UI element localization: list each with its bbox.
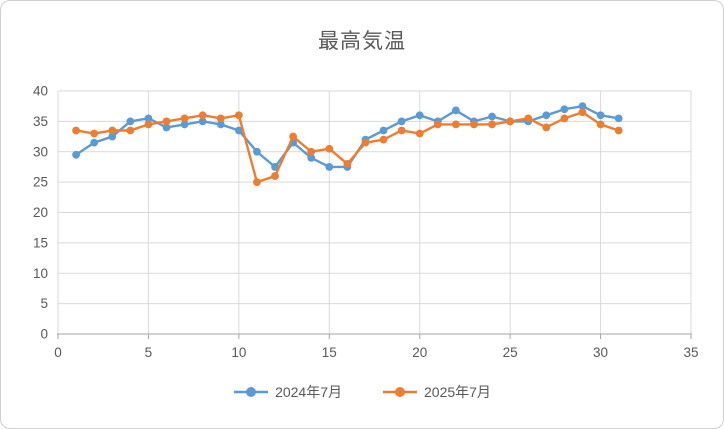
data-point-marker [271, 172, 279, 180]
data-point-marker [325, 144, 334, 153]
x-tick-label: 10 [231, 345, 246, 360]
data-point-marker [614, 126, 623, 135]
data-point-marker [596, 111, 605, 120]
y-tick-label: 35 [33, 114, 48, 129]
y-tick-label: 25 [33, 175, 48, 190]
data-point-marker [397, 126, 406, 135]
data-point-marker [162, 123, 171, 132]
data-point-marker [108, 132, 117, 141]
chart-title: 最高気温 [318, 30, 406, 53]
data-point-marker [379, 126, 388, 135]
legend-item-2024: 2024年7月 [233, 382, 342, 402]
data-point-marker [578, 102, 587, 111]
x-tick-label: 20 [412, 345, 427, 360]
data-point-marker [343, 160, 352, 168]
data-point-marker [90, 129, 99, 138]
x-tick-label: 30 [593, 345, 608, 360]
axis-tick-labels: 0 5 10 15 20 25 30 35 40 0 5 10 15 20 25 30 35 [33, 84, 699, 361]
legend: 2024年7月 2025年7月 [1, 382, 723, 402]
data-point-marker [90, 138, 99, 147]
data-point-marker [126, 126, 135, 135]
y-tick-label: 40 [33, 84, 48, 99]
data-point-marker [433, 120, 442, 129]
data-point-marker [253, 147, 261, 156]
series-2025年7月 [72, 108, 623, 187]
legend-marker-2025-icon [383, 387, 417, 397]
data-point-marker [524, 114, 533, 123]
data-point-marker [289, 132, 298, 141]
legend-marker-2024-icon [234, 387, 269, 397]
x-tick-label: 0 [54, 345, 62, 360]
data-point-marker [307, 153, 316, 162]
legend-item-2025: 2025年7月 [382, 382, 491, 402]
y-tick-label: 15 [33, 235, 48, 250]
data-point-marker [180, 114, 189, 123]
series-line [74, 111, 620, 184]
data-point-marker [271, 163, 279, 171]
y-tick-label: 20 [33, 205, 48, 220]
data-point-marker [126, 117, 135, 126]
data-point-marker [596, 120, 605, 129]
data-point-marker [253, 178, 261, 187]
data-point-marker [216, 120, 225, 129]
data-point-marker [234, 126, 243, 135]
data-point-marker [162, 117, 171, 126]
y-tick-label: 0 [40, 327, 48, 342]
legend-label-2025: 2025年7月 [424, 384, 491, 400]
data-point-marker [72, 126, 80, 135]
data-point-marker [451, 106, 460, 115]
data-point-marker [216, 114, 225, 123]
x-tick-label: 35 [683, 345, 698, 360]
data-point-marker [506, 117, 515, 126]
data-point-marker [542, 111, 551, 120]
series-line [74, 104, 620, 169]
data-point-marker [614, 114, 623, 123]
data-point-marker [72, 150, 80, 159]
data-point-marker [325, 163, 334, 171]
data-point-marker [180, 120, 189, 129]
x-tick-label: 15 [322, 345, 337, 360]
data-point-marker [144, 114, 153, 123]
data-point-marker [108, 126, 117, 135]
data-point-marker [578, 108, 587, 117]
data-point-marker [198, 111, 207, 120]
data-point-marker [415, 111, 424, 120]
data-point-marker [451, 120, 460, 129]
data-point-marker [542, 123, 551, 132]
data-point-marker [488, 120, 496, 129]
data-point-marker [361, 138, 370, 147]
data-point-marker [234, 111, 243, 120]
data-point-marker [198, 117, 207, 126]
data-point-marker [379, 135, 388, 144]
y-tick-label: 30 [33, 144, 48, 159]
legend-label-2024: 2024年7月 [275, 384, 342, 400]
data-point-marker [560, 114, 569, 123]
data-point-marker [488, 112, 496, 121]
data-point-marker [397, 117, 406, 126]
data-point-marker [470, 120, 478, 129]
x-tick-label: 5 [145, 345, 153, 360]
x-tick-label: 25 [503, 345, 518, 360]
data-point-marker [560, 105, 569, 114]
data-point-marker [144, 120, 153, 129]
y-tick-label: 10 [33, 266, 48, 281]
data-point-marker [415, 129, 424, 138]
gridlines [57, 90, 692, 335]
x-axis [57, 333, 692, 339]
y-tick-label: 5 [40, 296, 48, 311]
data-point-marker [307, 147, 316, 156]
